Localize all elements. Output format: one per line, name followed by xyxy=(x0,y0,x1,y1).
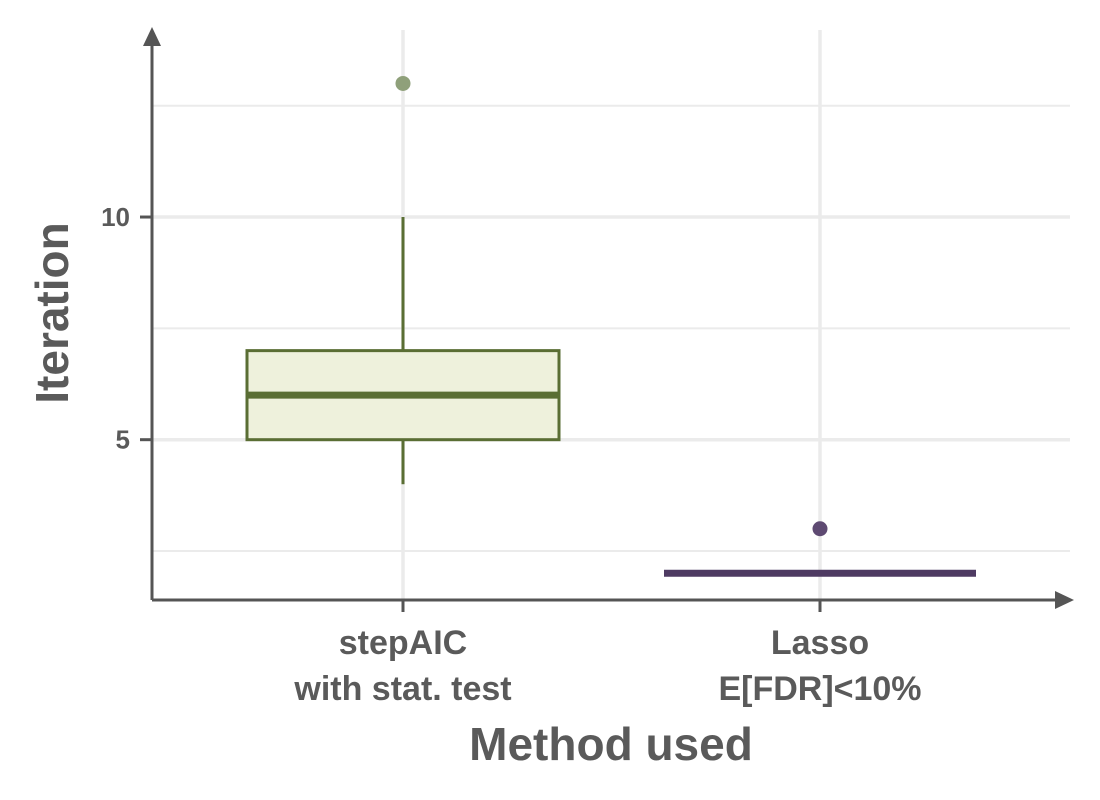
x-tick-label-line2: E[FDR]<10% xyxy=(718,670,921,708)
x-tick-label-line2: with stat. test xyxy=(293,670,511,708)
grid-lines xyxy=(152,30,1070,600)
box-1 xyxy=(245,75,561,485)
x-axis-title: Method used xyxy=(469,718,753,770)
y-tick-label: 5 xyxy=(116,425,130,455)
outlier-point xyxy=(395,75,411,91)
axes xyxy=(143,27,1074,609)
boxes xyxy=(245,75,976,577)
box-2 xyxy=(664,521,976,577)
ticks: 5 10 stepAIC with stat. test Lasso E[FDR]<10% xyxy=(101,202,921,708)
x-axis-arrow xyxy=(1055,591,1074,609)
y-tick-label: 10 xyxy=(101,202,130,232)
y-axis-arrow xyxy=(143,27,161,46)
outlier-point xyxy=(812,521,828,537)
y-axis-title: Iteration xyxy=(26,222,78,403)
x-tick-label-line1: stepAIC xyxy=(339,624,467,662)
x-tick-label-line1: Lasso xyxy=(771,624,869,662)
